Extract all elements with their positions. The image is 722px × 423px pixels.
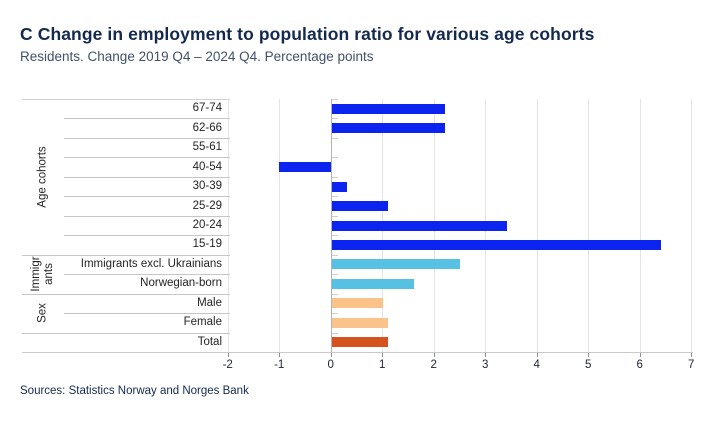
group-cell: Sex — [22, 294, 64, 333]
category-label: 15-19 — [192, 238, 222, 251]
category-label: Total — [197, 335, 222, 348]
bar — [331, 278, 415, 289]
gridline — [279, 99, 281, 352]
category-label: 40-54 — [192, 160, 222, 173]
x-axis-tick — [279, 353, 281, 357]
row-tick — [331, 235, 338, 237]
x-axis-tick — [691, 353, 693, 357]
bar — [331, 181, 348, 192]
category-label: Male — [197, 296, 222, 309]
group-label: Sex — [36, 303, 49, 323]
x-axis-tick-label: 6 — [636, 359, 643, 371]
zero-axis-line — [330, 99, 332, 352]
category-label: Female — [183, 316, 222, 329]
category-label: 30-39 — [192, 180, 222, 193]
bar — [331, 337, 389, 348]
category-label: Norwegian-born — [140, 277, 222, 290]
row-tick — [331, 215, 338, 217]
x-axis-tick — [588, 353, 590, 357]
chart-subtitle: Residents. Change 2019 Q4 – 2024 Q4. Per… — [20, 49, 374, 64]
row-tick — [331, 137, 338, 139]
group-separator-line — [22, 293, 230, 295]
x-axis-tick — [227, 353, 229, 357]
gridline — [588, 99, 590, 352]
category-label: 25-29 — [192, 199, 222, 212]
row-tick — [331, 157, 338, 159]
bar — [331, 259, 461, 270]
group-separator-line — [22, 332, 230, 334]
row-separator-line — [64, 118, 230, 120]
group-label: Immigrants — [30, 256, 55, 292]
x-axis-tick-label: 1 — [378, 359, 386, 371]
sources-note: Sources: Statistics Norway and Norges Ba… — [20, 385, 249, 397]
group-label: Age cohorts — [36, 146, 49, 208]
x-axis-tick-label: -1 — [274, 359, 285, 371]
group-cell: Immigrants — [22, 255, 64, 294]
x-axis-tick-label: -2 — [222, 359, 233, 371]
x-axis-tick-label: 3 — [481, 359, 489, 371]
gridline — [691, 99, 693, 352]
bar — [331, 239, 662, 250]
bar — [331, 317, 389, 328]
row-separator-line — [64, 313, 230, 315]
group-cell: Age cohorts — [22, 99, 64, 255]
row-tick — [331, 293, 338, 295]
x-axis-tick — [433, 353, 435, 357]
x-axis-tick — [485, 353, 487, 357]
bar — [331, 123, 445, 134]
category-label: 62-66 — [192, 121, 222, 134]
row-separator-line — [64, 235, 230, 237]
gridline — [227, 99, 229, 352]
category-label: 20-24 — [192, 219, 222, 231]
row-tick — [331, 313, 338, 315]
x-axis-tick — [330, 353, 332, 357]
table-top-border — [22, 99, 230, 100]
category-label: Immigrants excl. Ukrainians — [80, 257, 222, 270]
row-tick — [331, 176, 338, 178]
row-tick — [331, 99, 338, 100]
x-axis-tick-label: 0 — [327, 359, 334, 371]
x-axis-tick-label: 4 — [533, 359, 540, 371]
row-separator-line — [64, 215, 230, 217]
x-axis-tick-label: 2 — [430, 359, 437, 371]
row-separator-line — [64, 137, 230, 139]
row-tick — [331, 118, 338, 120]
bar — [331, 201, 389, 212]
x-axis-tick-label: 7 — [687, 359, 695, 371]
row-tick — [331, 332, 338, 334]
bar — [331, 103, 445, 114]
row-separator-line — [64, 196, 230, 198]
row-tick — [331, 274, 338, 276]
x-axis-tick — [382, 353, 384, 357]
x-axis-tick — [536, 353, 538, 357]
row-tick — [331, 254, 338, 256]
row-separator-line — [64, 157, 230, 159]
chart-title: C Change in employment to population rat… — [20, 24, 595, 44]
category-label: 55-61 — [192, 141, 222, 154]
x-axis-line — [22, 352, 694, 353]
x-axis-tick — [639, 353, 641, 357]
group-separator-line — [22, 254, 230, 256]
x-axis-tick-label: 5 — [584, 359, 592, 371]
row-separator-line — [64, 274, 230, 276]
bar — [331, 298, 384, 309]
category-label: 67-74 — [192, 102, 222, 115]
row-separator-line — [64, 176, 230, 178]
bar — [279, 162, 331, 173]
bar — [331, 220, 507, 231]
gridline — [536, 99, 538, 352]
gridline — [639, 99, 641, 352]
row-tick — [331, 196, 338, 198]
